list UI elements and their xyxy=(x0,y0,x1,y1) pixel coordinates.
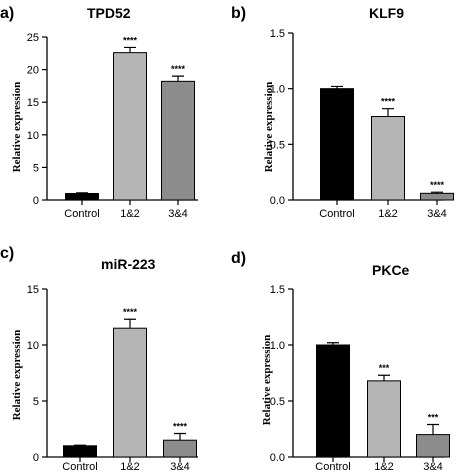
bar-3 xyxy=(161,80,195,201)
significance-label: *** xyxy=(428,413,439,423)
error-bar-2 xyxy=(124,318,136,329)
significance-label: **** xyxy=(430,180,445,190)
significance-label: **** xyxy=(171,64,186,74)
y-tick-label: 0.5 xyxy=(270,139,285,151)
significance-label: **** xyxy=(381,97,396,107)
y-tick-label: 0.5 xyxy=(270,396,285,408)
y-tick-label: 20 xyxy=(27,65,39,77)
error-bar-2 xyxy=(378,374,390,381)
y-tick-label: 1.0 xyxy=(270,84,285,96)
bar-3 xyxy=(163,439,197,458)
bar-1 xyxy=(63,445,97,458)
y-axis-label: Relative expression xyxy=(261,335,273,426)
bar-3 xyxy=(420,192,454,201)
error-bar-1 xyxy=(76,192,88,194)
x-tick-label: 1&2 xyxy=(374,461,394,473)
error-bar-1 xyxy=(331,85,343,89)
x-tick-label: Control xyxy=(319,208,354,220)
y-tick-label: 5 xyxy=(33,396,39,408)
chart-title: PKCe xyxy=(372,262,410,278)
chart-title: KLF9 xyxy=(369,5,404,21)
bar-3 xyxy=(416,434,450,458)
y-tick-label: 0.0 xyxy=(270,452,285,464)
error-bar-2 xyxy=(124,46,136,53)
panel-letter: b) xyxy=(231,5,246,22)
x-tick-label: Control xyxy=(315,461,350,473)
y-tick-label: 1.5 xyxy=(270,284,285,296)
y-tick-label: 0 xyxy=(33,195,39,207)
y-tick-label: 10 xyxy=(27,340,39,352)
y-axis-label: Relative expression xyxy=(263,82,275,173)
error-bar-3 xyxy=(172,75,184,82)
x-tick-label: Control xyxy=(62,461,97,473)
error-bar-3 xyxy=(427,423,439,435)
x-tick-label: 1&2 xyxy=(120,461,140,473)
error-bar-2 xyxy=(382,108,394,117)
bar-1 xyxy=(316,344,350,458)
chart-panel-3: c) miR-223 Relative expression 0 5 10 15 Contro… xyxy=(0,245,198,473)
y-tick-label: 15 xyxy=(27,284,39,296)
x-tick-label: 3&4 xyxy=(427,208,447,220)
y-tick-label: 1.0 xyxy=(270,340,285,352)
x-tick-label: 1&2 xyxy=(120,208,140,220)
bar-2 xyxy=(113,327,147,458)
bar-2 xyxy=(371,116,405,201)
bar-1 xyxy=(65,192,99,201)
y-tick-label: 15 xyxy=(27,97,39,109)
y-tick-label: 10 xyxy=(27,130,39,142)
chart-panel-2: b) KLF9 Relative expression 0.0 0.5 1.0 1.5 Con… xyxy=(231,5,454,220)
error-bar-3 xyxy=(431,191,443,194)
chart-panel-1: a) TPD52 Relative expression 0 5 10 15 20 25 Cont… xyxy=(0,5,198,220)
y-axis-label: Relative expression xyxy=(11,82,23,173)
panel-letter: c) xyxy=(0,245,14,262)
error-bar-3 xyxy=(174,432,186,441)
panel-letter: a) xyxy=(0,5,14,22)
y-tick-label: 25 xyxy=(27,32,39,44)
significance-label: **** xyxy=(123,35,138,45)
y-tick-label: 0 xyxy=(33,452,39,464)
x-tick-label: Control xyxy=(64,208,99,220)
x-tick-label: 3&4 xyxy=(423,461,443,473)
significance-label: **** xyxy=(123,307,138,317)
error-bar-1 xyxy=(74,444,86,446)
y-tick-label: 0.0 xyxy=(270,195,285,207)
bar-2 xyxy=(113,52,147,201)
y-axis-label: Relative expression xyxy=(11,330,23,421)
significance-label: *** xyxy=(379,363,390,373)
x-tick-label: 3&4 xyxy=(170,461,190,473)
chart-title: miR-223 xyxy=(101,256,156,272)
chart-panel-4: d) PKCe Relative expression 0.0 0.5 1.0 1.5 Con… xyxy=(231,250,450,473)
significance-label: **** xyxy=(173,421,188,431)
error-bar-1 xyxy=(327,342,339,345)
chart-title: TPD52 xyxy=(87,5,131,21)
y-tick-label: 5 xyxy=(33,162,39,174)
bar-1 xyxy=(320,88,354,201)
bar-2 xyxy=(367,380,401,458)
y-tick-label: 1.5 xyxy=(270,28,285,40)
x-tick-label: 1&2 xyxy=(378,208,398,220)
x-tick-label: 3&4 xyxy=(168,208,188,220)
panel-letter: d) xyxy=(231,250,246,267)
